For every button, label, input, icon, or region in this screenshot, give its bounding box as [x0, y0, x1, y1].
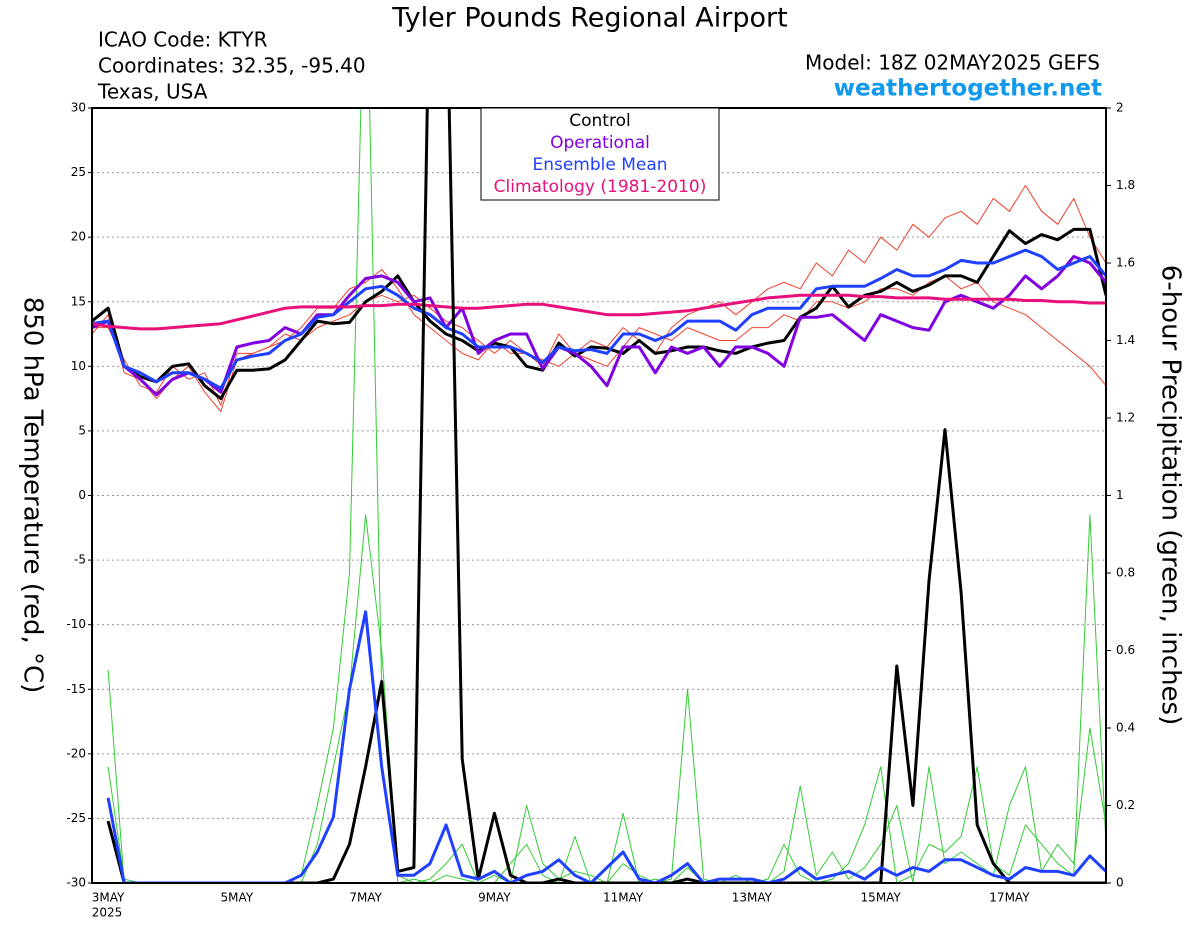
x-year-label: 2025 — [92, 906, 123, 920]
series-line — [107, 514, 1106, 883]
y2-tick-label: 1.4 — [1116, 333, 1135, 347]
y-tick-label: 10 — [71, 359, 86, 373]
y2-tick-label: 0.6 — [1116, 643, 1135, 657]
y2-tick-label: 0 — [1116, 876, 1124, 890]
y-tick-label: 15 — [71, 294, 86, 308]
legend-box — [480, 107, 720, 201]
legend-entry: Climatology (1981-2010) — [494, 177, 707, 197]
y2-tick-label: 1.6 — [1116, 256, 1135, 270]
series-line — [92, 227, 1106, 401]
y2-tick-label: 1.2 — [1116, 411, 1135, 425]
y-tick-label: 20 — [71, 230, 86, 244]
header-line: Coordinates: 32.35, -95.40 — [98, 54, 366, 78]
x-tick-label: 13MAY — [732, 891, 773, 905]
y-tick-label: 0 — [78, 488, 86, 502]
y2-tick-label: 1.8 — [1116, 178, 1135, 192]
series-line — [107, 108, 1106, 883]
y-tick-label: -5 — [74, 553, 86, 567]
series-line — [92, 255, 1106, 397]
source: weathertogether.net — [834, 76, 1102, 102]
y-tick-label: -30 — [66, 876, 86, 890]
model-info: Model: 18Z 02MAY2025 GEFS — [805, 51, 1100, 75]
y2-tick-label: 0.2 — [1116, 798, 1135, 812]
x-tick-label: 15MAY — [861, 891, 902, 905]
series-line — [92, 293, 1106, 331]
y-tick-label: 25 — [71, 165, 86, 179]
x-tick-label: 11MAY — [603, 891, 644, 905]
y2-tick-label: 0.4 — [1116, 721, 1135, 735]
y2-axis-label: 6-hour Precipitation (green, inches) — [1156, 265, 1186, 725]
y-tick-label: 5 — [78, 423, 86, 437]
series-line — [106, 610, 1106, 883]
chart-title: Tyler Pounds Regional Airport — [391, 3, 787, 34]
plot-lines — [92, 108, 1106, 883]
legend-entry: Control — [569, 111, 630, 131]
y2-tick-label: 1 — [1116, 488, 1124, 502]
header-line: Texas, USA — [97, 80, 208, 104]
y2-tick-label: 0.8 — [1116, 566, 1135, 580]
legend-entry: Ensemble Mean — [532, 155, 667, 175]
y-tick-label: -20 — [66, 746, 86, 760]
axes: -30 -25 -20 -15 -10 -5 0 5 10 15 20 25 30 0 0.2 0.4 0.6 0… — [66, 101, 1135, 905]
series-line — [92, 248, 1106, 390]
x-tick-label: 3MAY — [92, 891, 125, 905]
y2-tick-label: 2 — [1116, 101, 1124, 115]
y-tick-label: -10 — [66, 617, 86, 631]
y-tick-label: 30 — [71, 101, 86, 115]
series-line — [106, 108, 1106, 883]
y-tick-label: -15 — [66, 682, 86, 696]
x-tick-label: 17MAY — [989, 891, 1030, 905]
legend-entry: Operational — [550, 133, 650, 153]
header-line: ICAO Code: KTYR — [98, 28, 268, 52]
x-tick-label: 9MAY — [478, 891, 511, 905]
x-tick-label: 5MAY — [221, 891, 254, 905]
x-tick-label: 7MAY — [349, 891, 382, 905]
y-axis-label: 850 hPa Temperature (red, °C) — [18, 297, 48, 694]
y-tick-label: -25 — [66, 811, 86, 825]
